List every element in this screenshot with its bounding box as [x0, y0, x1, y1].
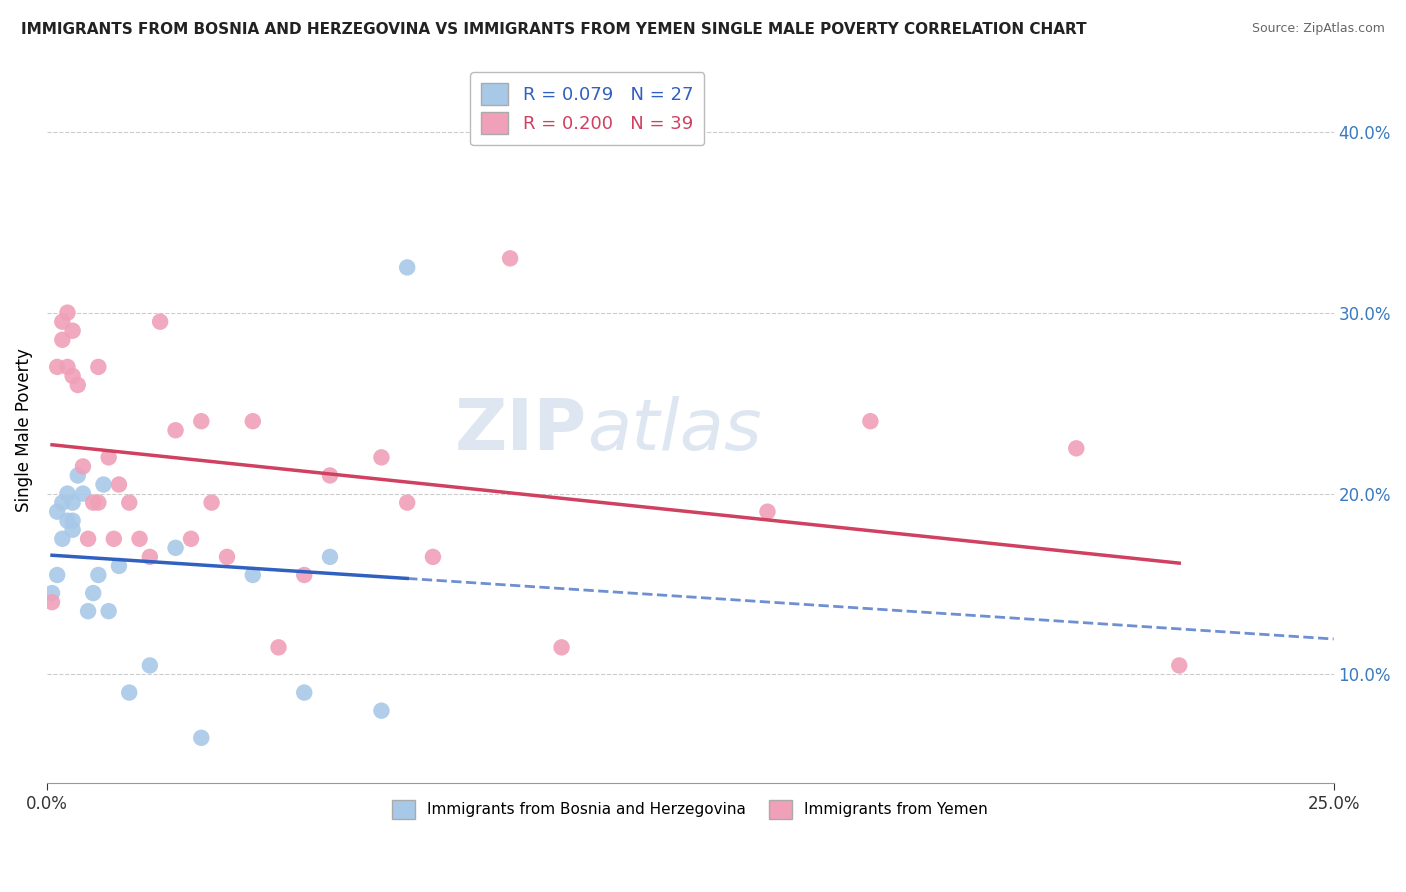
Point — [41, 586, 63, 600]
Point — [62, 495, 84, 509]
Legend: Immigrants from Bosnia and Herzegovina, Immigrants from Yemen: Immigrants from Bosnia and Herzegovina, … — [387, 794, 994, 825]
Point — [180, 532, 202, 546]
Point — [46, 568, 69, 582]
Point — [165, 541, 187, 555]
Point — [51, 315, 73, 329]
Point — [319, 549, 342, 564]
Point — [319, 468, 342, 483]
Point — [200, 495, 222, 509]
Point — [66, 378, 89, 392]
Point — [51, 495, 73, 509]
Point — [859, 414, 882, 428]
Text: Source: ZipAtlas.com: Source: ZipAtlas.com — [1251, 22, 1385, 36]
Point — [41, 595, 63, 609]
Point — [1064, 442, 1087, 456]
Point — [396, 260, 419, 275]
Point — [56, 486, 79, 500]
Point — [87, 359, 110, 374]
Point — [118, 495, 141, 509]
Point — [292, 685, 315, 699]
Point — [82, 495, 104, 509]
Point — [370, 704, 392, 718]
Point — [242, 568, 264, 582]
Point — [370, 450, 392, 465]
Point — [72, 486, 94, 500]
Point — [550, 640, 572, 655]
Point — [242, 414, 264, 428]
Point — [93, 477, 115, 491]
Point — [56, 359, 79, 374]
Point — [87, 495, 110, 509]
Point — [46, 359, 69, 374]
Point — [396, 495, 419, 509]
Point — [190, 414, 212, 428]
Point — [139, 549, 162, 564]
Point — [66, 468, 89, 483]
Point — [118, 685, 141, 699]
Point — [1168, 658, 1191, 673]
Point — [51, 532, 73, 546]
Y-axis label: Single Male Poverty: Single Male Poverty — [15, 348, 32, 512]
Point — [215, 549, 238, 564]
Point — [62, 514, 84, 528]
Point — [56, 514, 79, 528]
Point — [62, 368, 84, 383]
Point — [62, 324, 84, 338]
Point — [77, 604, 100, 618]
Point — [267, 640, 290, 655]
Point — [292, 568, 315, 582]
Point — [422, 549, 444, 564]
Point — [103, 532, 125, 546]
Point — [97, 604, 120, 618]
Point — [51, 333, 73, 347]
Point — [62, 523, 84, 537]
Point — [128, 532, 150, 546]
Point — [149, 315, 172, 329]
Point — [72, 459, 94, 474]
Point — [87, 568, 110, 582]
Text: IMMIGRANTS FROM BOSNIA AND HERZEGOVINA VS IMMIGRANTS FROM YEMEN SINGLE MALE POVE: IMMIGRANTS FROM BOSNIA AND HERZEGOVINA V… — [21, 22, 1087, 37]
Point — [46, 505, 69, 519]
Text: atlas: atlas — [588, 396, 762, 465]
Point — [139, 658, 162, 673]
Point — [499, 252, 522, 266]
Point — [190, 731, 212, 745]
Point — [165, 423, 187, 437]
Point — [108, 558, 131, 573]
Point — [97, 450, 120, 465]
Point — [756, 505, 779, 519]
Point — [77, 532, 100, 546]
Point — [108, 477, 131, 491]
Point — [82, 586, 104, 600]
Point — [56, 305, 79, 319]
Text: ZIP: ZIP — [456, 396, 588, 465]
